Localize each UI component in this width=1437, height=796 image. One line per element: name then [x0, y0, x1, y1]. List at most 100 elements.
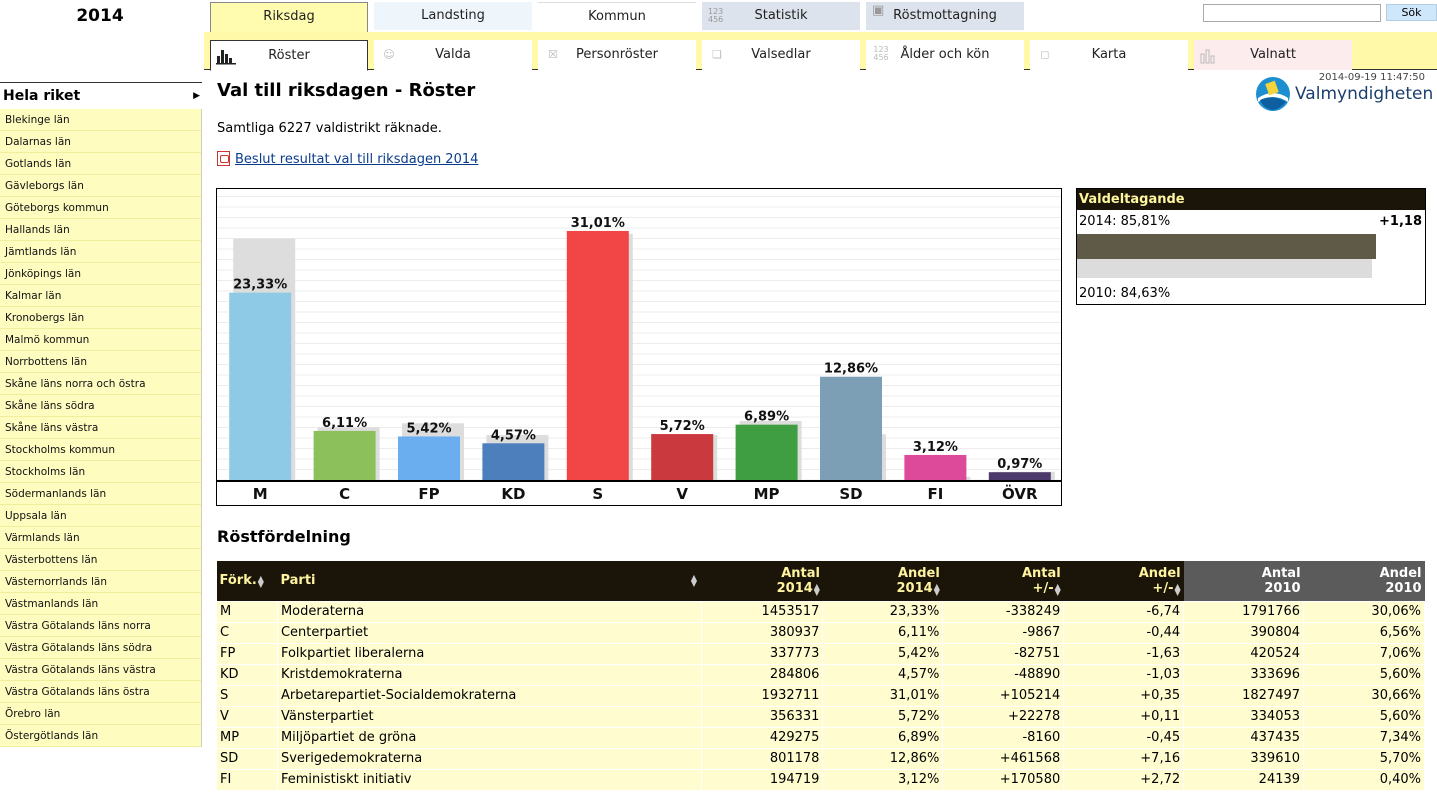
sidebar-item[interactable]: Hallands län — [0, 219, 201, 241]
tab-rostmottagning[interactable]: ▣ Röstmottagning — [866, 2, 1024, 30]
table-cell: -1,63 — [1063, 642, 1185, 665]
search-input[interactable] — [1203, 4, 1381, 22]
data-label: 12,86% — [824, 362, 878, 377]
category-label: ÖVR — [1002, 484, 1038, 503]
sidebar-item[interactable]: Skåne läns södra — [0, 395, 201, 417]
col-header-label: +/- — [1032, 580, 1054, 596]
tab-roster[interactable]: Röster — [210, 40, 368, 71]
table-row[interactable]: C Centerpartiet 380937 6,11% -9867 -0,44 39080… — [216, 621, 1425, 644]
sidebar-item[interactable]: Uppsala län — [0, 505, 201, 527]
top-tabs: Riksdag Landsting Kommun 123 456 Statisti… — [210, 2, 1024, 32]
sidebar-item[interactable]: Södermanlands län — [0, 483, 201, 505]
data-label: 23,33% — [233, 278, 287, 293]
sidebar-item[interactable]: Kalmar län — [0, 285, 201, 307]
col-header-party[interactable]: Parti ▲ ▼ — [277, 561, 702, 601]
tab-kommun[interactable]: Kommun — [538, 2, 696, 30]
table-cell: 420524 — [1183, 642, 1305, 665]
sidebar-item[interactable]: Västra Götalands läns södra — [0, 637, 201, 659]
table-cell: +0,11 — [1063, 705, 1185, 728]
col-header-share-2010[interactable]: Andel 2010 — [1303, 561, 1425, 601]
table-cell: -48890 — [942, 663, 1065, 686]
table-row[interactable]: SD Sverigedemokraterna 801178 12,86% +461568… — [216, 747, 1425, 770]
table-cell: 7,34% — [1303, 726, 1425, 749]
tab-riksdag[interactable]: Riksdag — [210, 2, 368, 32]
sidebar-item[interactable]: Värmlands län — [0, 527, 201, 549]
sidebar-item-hela-riket[interactable]: Hela riket ▶ — [0, 83, 202, 109]
sidebar-item[interactable]: Blekinge län — [0, 109, 201, 131]
col-header-share-2014[interactable]: Andel 2014▲ ▼ — [822, 561, 943, 601]
sidebar-item[interactable]: Jämtlands län — [0, 241, 201, 263]
bar-2014 — [566, 230, 629, 480]
sidebar-item[interactable]: Skåne läns norra och östra — [0, 373, 201, 395]
table-cell: FP — [216, 642, 278, 665]
col-header-votes-2010[interactable]: Antal 2010 — [1183, 561, 1304, 601]
decision-result-link[interactable]: Beslut resultat val till riksdagen 2014 — [235, 152, 479, 167]
col-header-share-diff[interactable]: Andel +/-▲ ▼ — [1063, 561, 1184, 601]
table-row[interactable]: S Arbetarepartiet-Socialdemokraterna 19327… — [216, 684, 1425, 707]
sidebar-item[interactable]: Örebro län — [0, 703, 201, 725]
table-row[interactable]: MP Miljöpartiet de gröna 429275 6,89% -8160-… — [216, 726, 1425, 749]
table-row[interactable]: V Vänsterpartiet 356331 5,72% +22278 +0,11 334… — [216, 705, 1425, 728]
table-cell: 0,40% — [1303, 768, 1425, 791]
logo-emblem-icon — [1256, 77, 1290, 111]
count-status: Samtliga 6227 valdistrikt räknade. — [217, 121, 442, 136]
table-cell: 5,60% — [1303, 705, 1425, 728]
sidebar-item[interactable]: Skåne läns västra — [0, 417, 201, 439]
sidebar-item[interactable]: Västernorrlands län — [0, 571, 201, 593]
bar-chart-icon — [1198, 46, 1220, 64]
col-header-abbr[interactable]: Förk.▲ ▼ — [216, 561, 278, 601]
search-button[interactable]: Sök — [1386, 4, 1437, 21]
data-label: 0,97% — [997, 457, 1042, 472]
sidebar-item[interactable]: Västerbottens län — [0, 549, 201, 571]
bar-2014 — [482, 443, 545, 480]
turnout-change: +1,18 — [1379, 214, 1422, 229]
bar-chart: 23,33% M 6,11% C 5,42% FP 4,57% KD 31,01% S 5,72% V… — [217, 196, 1061, 503]
category-label: FI — [927, 485, 943, 503]
table-cell: 7,06% — [1303, 642, 1425, 665]
tab-valda[interactable]: ☺ Valda — [374, 40, 532, 70]
table-cell: -9867 — [942, 621, 1065, 644]
sidebar-item[interactable]: Stockholms län — [0, 461, 201, 483]
sidebar-item[interactable]: Dalarnas län — [0, 131, 201, 153]
sidebar-item[interactable]: Västra Götalands läns norra — [0, 615, 201, 637]
sidebar-item[interactable]: Västra Götalands läns östra — [0, 681, 201, 703]
sidebar-item[interactable]: Malmö kommun — [0, 329, 201, 351]
table-cell: 3,12% — [822, 768, 944, 791]
sidebar-item[interactable]: Gotlands län — [0, 153, 201, 175]
sidebar-item[interactable]: Norrbottens län — [0, 351, 201, 373]
pdf-icon — [217, 151, 230, 166]
sidebar-item[interactable]: Gävleborgs län — [0, 175, 201, 197]
sidebar-item[interactable]: Västmanlands län — [0, 593, 201, 615]
table-cell: 390804 — [1183, 621, 1305, 644]
table-row[interactable]: FP Folkpartiet liberalerna 337773 5,42% -827… — [216, 642, 1425, 665]
table-row[interactable]: M Moderaterna 1453517 23,33% -338249 -6,74 179… — [216, 600, 1425, 623]
sidebar-item[interactable]: Jönköpings län — [0, 263, 201, 285]
table-row[interactable]: FI Feministiskt initiativ 194719 3,12% +1705… — [216, 768, 1425, 791]
tab-alder-och-kon[interactable]: 123 456 Ålder och kön — [866, 40, 1024, 70]
col-header-label: Antal — [1261, 565, 1301, 581]
tab-karta[interactable]: ◻ Karta — [1030, 40, 1188, 70]
sidebar-item[interactable]: Kronobergs län — [0, 307, 201, 329]
valmyndigheten-logo[interactable]: Valmyndigheten — [1255, 74, 1434, 114]
tab-valsedlar[interactable]: ❏ Valsedlar — [702, 40, 860, 70]
col-header-label: Förk. — [219, 573, 257, 589]
tab-personroster[interactable]: ☒ Personröster — [538, 40, 696, 70]
tab-valnatt[interactable]: Valnatt — [1194, 40, 1352, 70]
table-cell: 194719 — [700, 768, 824, 791]
sidebar-item[interactable]: Stockholms kommun — [0, 439, 201, 461]
table-row[interactable]: KD Kristdemokraterna 284806 4,57% -48890 -1,0… — [216, 663, 1425, 686]
table-cell: 334053 — [1183, 705, 1305, 728]
col-header-votes-diff[interactable]: Antal +/-▲ ▼ — [942, 561, 1064, 601]
col-header-label: 2010 — [1264, 580, 1301, 596]
sidebar-item[interactable]: Östergötlands län — [0, 725, 201, 747]
logo-text: Valmyndigheten — [1295, 84, 1434, 104]
sidebar-item[interactable]: Göteborgs kommun — [0, 197, 201, 219]
table-cell: Feministiskt initiativ — [276, 768, 702, 791]
tab-landsting[interactable]: Landsting — [374, 2, 532, 30]
turnout-bar-2014 — [1077, 234, 1377, 259]
sidebar-item[interactable]: Västra Götalands läns västra — [0, 659, 201, 681]
col-header-votes-2014[interactable]: Antal 2014▲ ▼ — [701, 561, 823, 601]
tab-statistik[interactable]: 123 456 Statistik — [702, 2, 860, 30]
table-cell: 24139 — [1183, 768, 1305, 791]
turnout-box: Valdeltagande 2014: 85,81% +1,18 2010: 8… — [1076, 188, 1426, 305]
